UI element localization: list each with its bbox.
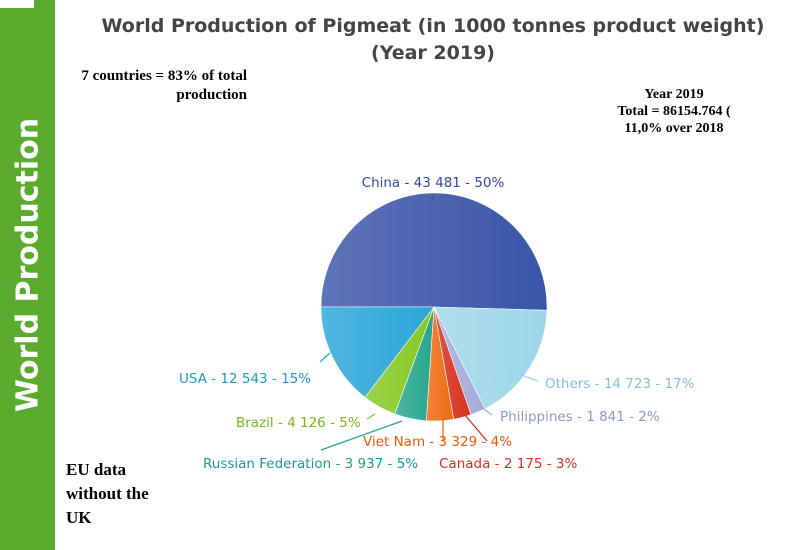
slice-label-russian-federation: Russian Federation - 3 937 - 5% — [203, 456, 418, 472]
chart-title-line2: (Year 2019) — [371, 42, 495, 64]
sidebar-panel: World Production — [0, 0, 55, 550]
year-note-line3: 11,0% over 2018 — [624, 121, 724, 136]
slice-label-brazil: Brazil - 4 126 - 5% — [236, 415, 361, 431]
slice-label-others: Others - 14 723 - 17% — [545, 376, 695, 392]
leader-line-canada — [464, 414, 488, 442]
pie-slice-usa — [320, 306, 435, 398]
leader-line-brazil — [366, 413, 376, 420]
eu-data-note: EU data without the UK — [66, 460, 149, 527]
year-total-note: Year 2019 Total = 86154.764 ( 11,0% over… — [554, 86, 794, 137]
sidebar-notch — [0, 0, 34, 8]
leader-line-russian-federation — [320, 420, 403, 451]
pie-slice-china — [320, 192, 548, 311]
chart-title-line1: World Production of Pigmeat (in 1000 ton… — [101, 15, 765, 37]
slice-label-philippines: Philippines - 1 841 - 2% — [500, 409, 660, 425]
leader-line-philippines — [480, 406, 493, 416]
leader-line-others — [509, 370, 539, 382]
slice-label-viet-nam: Viet Nam - 3 329 - 4% — [363, 434, 512, 450]
slice-label-china: China - 43 481 - 50% — [362, 175, 505, 191]
pie-slice-others — [433, 306, 548, 410]
year-note-line2: Total = 86154.764 ( — [617, 104, 731, 119]
slice-label-usa: USA - 12 543 - 15% — [179, 371, 311, 387]
countries-share-note: 7 countries = 83% of total production — [81, 68, 247, 103]
slice-label-canada: Canada - 2 175 - 3% — [439, 456, 578, 472]
leader-line-usa — [319, 352, 331, 363]
year-note-line1: Year 2019 — [644, 87, 704, 102]
